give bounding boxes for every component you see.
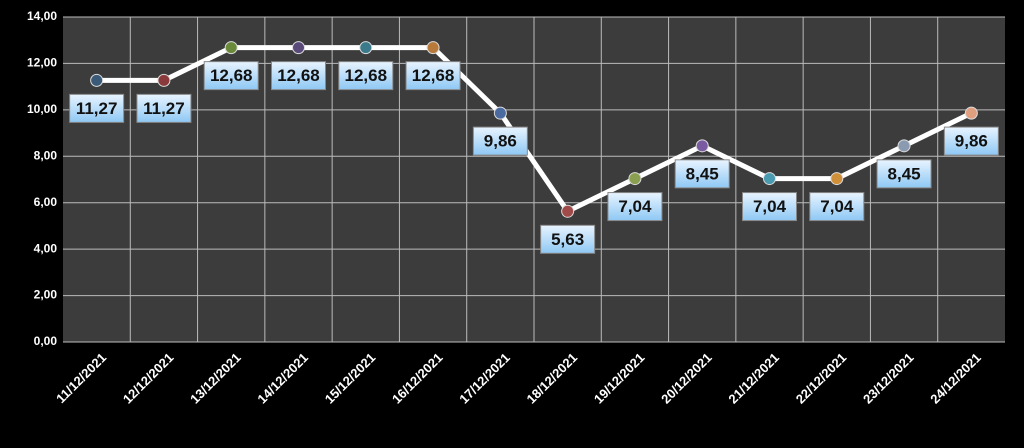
marker: [763, 172, 776, 186]
data-label-box: [405, 61, 461, 91]
data-label-text: 8,45: [686, 164, 719, 183]
data-label-text: 5,63: [551, 230, 584, 249]
data-label-box: [136, 93, 192, 123]
data-label: 9,86: [943, 126, 999, 156]
data-label-text: 8,45: [888, 164, 921, 183]
line: [96, 45, 973, 214]
data-label: 12,68: [203, 61, 259, 91]
marker: [897, 139, 911, 153]
data-label-box: [338, 61, 394, 91]
data-label: 9,86: [472, 126, 528, 156]
data-label-text: 11,27: [143, 99, 185, 118]
data-label-box: [271, 61, 326, 91]
marker: [359, 41, 373, 55]
y-tick-label: 14,00: [27, 9, 57, 23]
data-label: 12,68: [405, 61, 461, 91]
data-label-box: [674, 159, 730, 189]
data-label: 12,68: [271, 61, 326, 91]
marker: [493, 106, 507, 120]
data-label-text: 7,04: [618, 197, 652, 216]
marker: [628, 172, 642, 186]
data-label-box: [809, 192, 865, 222]
data-label-text: 7,04: [753, 197, 787, 216]
y-tick-label: 10,00: [27, 102, 57, 116]
marker: [695, 139, 709, 153]
data-label: 8,45: [876, 159, 932, 189]
y-tick-label: 4,00: [34, 241, 58, 255]
data-label-text: 12,68: [210, 66, 253, 85]
marker: [561, 204, 575, 218]
data-label-text: 9,86: [484, 132, 517, 151]
marker: [830, 172, 844, 186]
y-tick-label: 12,00: [27, 56, 57, 70]
data-label-box: [472, 126, 528, 156]
data-label: 7,04: [809, 192, 865, 222]
data-label: 7,04: [607, 192, 663, 222]
data-label-text: 7,04: [820, 197, 854, 216]
y-tick-label: 0,00: [34, 334, 58, 348]
data-label: 11,27: [69, 93, 125, 123]
data-label-text: 11,27: [76, 99, 118, 118]
y-tick-label: 8,00: [34, 148, 58, 162]
data-label-box: [876, 159, 932, 189]
y-tick-label: 2,00: [34, 288, 58, 302]
data-label-text: 12,68: [345, 66, 388, 85]
y-tick-label: 6,00: [34, 195, 58, 209]
data-label: 5,63: [540, 224, 596, 254]
marker: [90, 73, 104, 87]
data-label: 8,45: [674, 159, 730, 189]
data-label-text: 12,68: [412, 66, 455, 85]
data-label-box: [540, 224, 596, 254]
data-label-text: 12,68: [277, 66, 320, 85]
data-label-text: 9,86: [955, 132, 988, 151]
marker: [224, 41, 238, 55]
data-label-box: [607, 192, 663, 222]
data-label: 11,27: [136, 93, 192, 123]
data-label: 12,68: [338, 61, 394, 91]
data-label: 7,04: [742, 192, 797, 222]
marker: [157, 73, 171, 87]
data-label-box: [742, 192, 797, 222]
marker: [964, 106, 978, 120]
marker: [426, 41, 440, 55]
marker: [292, 41, 305, 55]
data-label-box: [69, 93, 125, 123]
data-label-box: [203, 61, 259, 91]
data-label-box: [943, 126, 999, 156]
